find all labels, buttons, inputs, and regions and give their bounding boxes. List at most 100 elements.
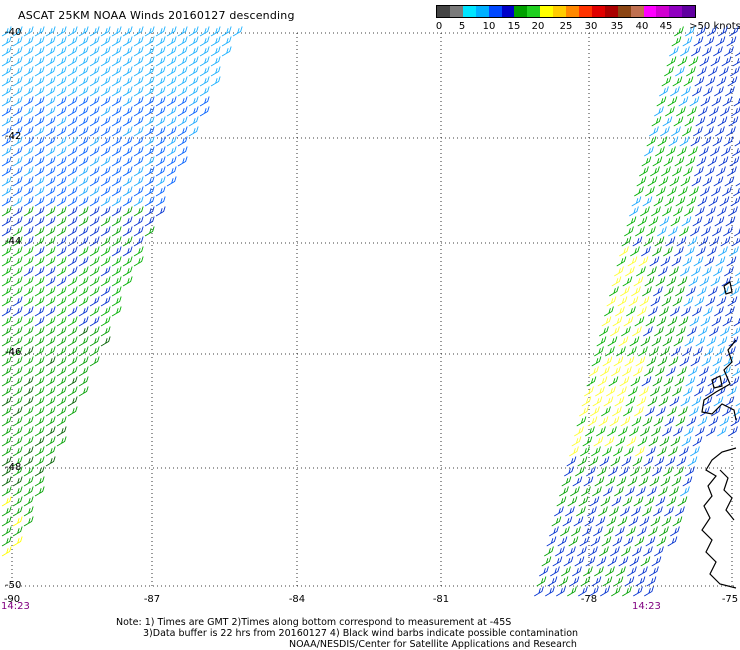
wind-barb bbox=[639, 296, 650, 307]
wind-barb bbox=[34, 36, 45, 47]
wind-barb bbox=[45, 86, 56, 97]
wind-barb bbox=[89, 96, 100, 107]
wind-barb bbox=[555, 546, 565, 557]
wind-barb bbox=[177, 66, 188, 77]
wind-barb bbox=[1, 106, 12, 117]
note-line-1: Note: 1) Times are GMT 2)Times along bot… bbox=[116, 617, 512, 628]
wind-barb bbox=[78, 26, 89, 37]
lat-label-48: -48 bbox=[5, 462, 22, 473]
wind-barb bbox=[12, 426, 23, 437]
wind-barb bbox=[1, 326, 12, 337]
wind-barb bbox=[166, 56, 177, 67]
wind-barb bbox=[78, 246, 89, 257]
wind-barb bbox=[78, 36, 89, 47]
wind-barb bbox=[199, 76, 210, 87]
wind-barb bbox=[78, 76, 89, 87]
wind-barb bbox=[640, 426, 650, 437]
wind-barb bbox=[1, 76, 12, 87]
wind-barb bbox=[122, 236, 133, 247]
wind-barb bbox=[23, 86, 34, 97]
wind-barb bbox=[34, 286, 45, 297]
wind-barb bbox=[12, 66, 23, 77]
lat-label-40: -40 bbox=[5, 27, 22, 38]
wind-barb bbox=[632, 546, 642, 557]
wind-barb bbox=[633, 586, 643, 597]
wind-barb bbox=[100, 196, 111, 207]
wind-barb bbox=[665, 326, 675, 337]
wind-barb bbox=[662, 116, 673, 127]
wind-barb bbox=[650, 166, 660, 177]
wind-barb bbox=[67, 236, 78, 247]
wind-barb bbox=[34, 466, 45, 477]
wind-barb bbox=[45, 376, 56, 387]
wind-barb bbox=[544, 546, 554, 557]
wind-barb bbox=[582, 526, 592, 537]
wind-barb bbox=[648, 306, 658, 317]
wind-barb bbox=[652, 246, 662, 257]
wind-barb bbox=[67, 136, 78, 147]
wind-barb bbox=[646, 226, 656, 237]
wind-barb bbox=[1, 436, 12, 447]
wind-barb bbox=[144, 176, 155, 187]
wind-barb bbox=[732, 368, 740, 377]
wind-barb bbox=[45, 306, 56, 317]
wind-barb bbox=[67, 46, 78, 57]
wind-barb bbox=[155, 196, 166, 207]
wind-barb bbox=[111, 246, 122, 257]
wind-barb bbox=[23, 46, 34, 57]
wind-barb bbox=[67, 266, 78, 277]
wind-barb bbox=[621, 326, 631, 337]
wind-barb bbox=[89, 176, 100, 187]
wind-barb bbox=[602, 576, 613, 587]
lon-label-78: -78 bbox=[580, 594, 598, 605]
wind-barb bbox=[656, 316, 667, 327]
wind-barb bbox=[89, 256, 100, 267]
wind-barb bbox=[34, 446, 45, 457]
wind-barb bbox=[78, 376, 89, 387]
wind-barb bbox=[100, 216, 111, 227]
wind-barb bbox=[34, 366, 45, 377]
wind-barb bbox=[637, 306, 647, 317]
wind-barb bbox=[210, 56, 221, 67]
wind-barb bbox=[678, 186, 688, 197]
wind-barb bbox=[733, 188, 740, 197]
wind-barb bbox=[56, 56, 67, 67]
wind-barb bbox=[111, 166, 122, 177]
wind-barb bbox=[701, 136, 712, 147]
wind-barb bbox=[671, 126, 681, 137]
wind-barb bbox=[122, 196, 133, 207]
wind-barb bbox=[655, 146, 665, 157]
wind-barb bbox=[719, 286, 729, 297]
wind-barb bbox=[644, 496, 655, 507]
wind-barb bbox=[694, 76, 705, 87]
wind-barb bbox=[133, 96, 144, 107]
wind-barb bbox=[726, 126, 736, 137]
wind-barb bbox=[100, 176, 111, 187]
wind-barb bbox=[647, 396, 658, 407]
wind-barb bbox=[599, 456, 610, 467]
wind-barb bbox=[655, 496, 666, 507]
wind-barb bbox=[667, 536, 678, 547]
wind-barb bbox=[609, 506, 619, 517]
colorbar-swatch bbox=[643, 6, 657, 17]
wind-barb bbox=[23, 176, 34, 187]
wind-barb bbox=[596, 426, 606, 437]
wind-barb bbox=[100, 166, 111, 177]
wind-barb bbox=[665, 236, 676, 247]
wind-barb bbox=[188, 116, 199, 127]
wind-barb bbox=[731, 106, 740, 117]
wind-barb bbox=[694, 296, 705, 307]
wind-barb bbox=[100, 116, 111, 127]
wind-barb bbox=[599, 326, 609, 337]
wind-barb bbox=[23, 516, 34, 527]
wind-barb bbox=[67, 316, 78, 327]
wind-barb bbox=[67, 276, 78, 287]
wind-barb bbox=[724, 396, 735, 407]
wind-barb bbox=[12, 76, 23, 87]
wind-barb bbox=[89, 186, 100, 197]
wind-barb bbox=[626, 436, 637, 447]
wind-barb bbox=[691, 176, 702, 187]
wind-barb bbox=[707, 26, 717, 37]
wind-barb bbox=[717, 426, 727, 437]
colorbar-swatch bbox=[604, 6, 618, 17]
